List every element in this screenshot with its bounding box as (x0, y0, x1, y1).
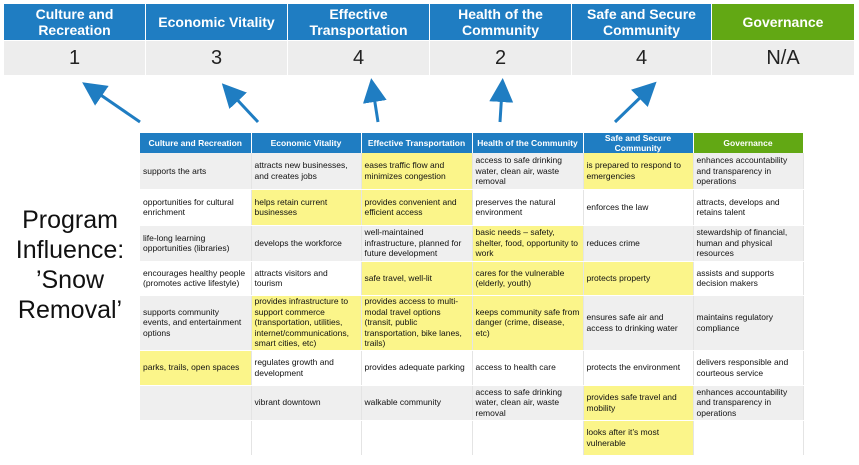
score-header: Health of the Community (430, 4, 572, 40)
table-cell: is prepared to respond to emergencies (583, 153, 694, 190)
table-cell: reduces crime (583, 225, 694, 262)
table-cell: eases traffic flow and minimizes congest… (361, 153, 473, 190)
table-cell (251, 420, 362, 456)
score-summary: Culture and Recreation Economic Vitality E… (4, 4, 855, 75)
score-value: 4 (572, 40, 712, 75)
table-cell: regulates growth and development (251, 350, 362, 386)
table-cell: access to health care (472, 350, 584, 386)
score-header: Culture and Recreation (4, 4, 146, 40)
table-cell: basic needs – safety, shelter, food, opp… (472, 225, 584, 262)
score-header: Governance (712, 4, 855, 40)
table-cell: provides access to multi-modal travel op… (361, 295, 473, 351)
table-cell: develops the workforce (251, 225, 362, 262)
program-influence-label: Program Influence: ’Snow Removal’ (15, 206, 125, 324)
table-cell: encourages healthy people (promotes acti… (140, 261, 252, 296)
table-cell: vibrant downtown (251, 385, 362, 421)
table-header: Safe and Secure Community (583, 133, 694, 153)
table-header: Economic Vitality (251, 133, 362, 153)
table-cell (361, 420, 473, 456)
table-header: Culture and Recreation (140, 133, 252, 153)
table-cell: stewardship of financial, human and phys… (693, 225, 804, 262)
table-cell (472, 420, 584, 456)
table-cell: delivers responsible and courteous servi… (693, 350, 804, 386)
table-cell: opportunities for cultural enrichment (140, 189, 252, 226)
table-cell: well-maintained infrastructure, planned … (361, 225, 473, 262)
table-cell: maintains regulatory compliance (693, 295, 804, 351)
table-cell (693, 420, 804, 456)
score-value: 4 (288, 40, 430, 75)
table-row: encourages healthy people (promotes acti… (140, 261, 804, 296)
table-row: parks, trails, open spaces regulates grow… (140, 350, 804, 386)
table-header: Governance (693, 133, 804, 153)
table-cell: attracts, develops and retains talent (693, 189, 804, 226)
table-cell: ensures safe air and access to drinking … (583, 295, 694, 351)
arrow-icon (489, 78, 514, 123)
table-cell (140, 385, 252, 421)
table-cell: safe travel, well-lit (361, 261, 473, 296)
table-cell: attracts new businesses, and creates job… (251, 153, 362, 190)
criteria-table: Culture and Recreation Economic Vitality E… (140, 133, 804, 456)
table-cell: keeps community safe from danger (crime,… (472, 295, 584, 351)
score-value: 3 (146, 40, 288, 75)
table-cell: enhances accountability and transparency… (693, 385, 804, 421)
score-header: Safe and Secure Community (572, 4, 712, 40)
score-value: 2 (430, 40, 572, 75)
table-cell: helps retain current businesses (251, 189, 362, 226)
score-value: 1 (4, 40, 146, 75)
table-header: Health of the Community (472, 133, 584, 153)
table-cell: provides adequate parking (361, 350, 473, 386)
arrow-icon (362, 78, 387, 123)
score-value: N/A (712, 40, 855, 75)
table-cell: assists and supports decision makers (693, 261, 804, 296)
table-header: Effective Transportation (361, 133, 473, 153)
arrow-icon (613, 81, 657, 124)
table-cell (140, 420, 252, 456)
table-cell: enforces the law (583, 189, 694, 226)
table-cell: protects the environment (583, 350, 694, 386)
table-cell: walkable community (361, 385, 473, 421)
table-cell: attracts visitors and tourism (251, 261, 362, 296)
table-cell: provides convenient and efficient access (361, 189, 473, 226)
table-row: life-long learning opportunities (librar… (140, 225, 804, 262)
table-row: opportunities for cultural enrichment hel… (140, 189, 804, 226)
table-cell: supports community events, and entertain… (140, 295, 252, 351)
table-cell: access to safe drinking water, clean air… (472, 153, 584, 190)
table-cell: supports the arts (140, 153, 252, 190)
table-cell: access to safe drinking water, clean air… (472, 385, 584, 421)
table-cell: preserves the natural environment (472, 189, 584, 226)
table-cell: provides safe travel and mobility (583, 385, 694, 421)
table-cell: life-long learning opportunities (librar… (140, 225, 252, 262)
table-cell: cares for the vulnerable (elderly, youth… (472, 261, 584, 296)
table-cell: looks after it’s most vulnerable (583, 420, 694, 456)
table-row: looks after it’s most vulnerable (140, 420, 804, 456)
score-header: Economic Vitality (146, 4, 288, 40)
arrow-icon (221, 83, 260, 124)
table-row: vibrant downtown walkable community access… (140, 385, 804, 421)
table-cell: protects property (583, 261, 694, 296)
table-row: supports the arts attracts new businesses… (140, 153, 804, 190)
score-header: Effective Transportation (288, 4, 430, 40)
table-cell: parks, trails, open spaces (140, 350, 252, 386)
arrow-icon (82, 82, 141, 124)
table-row: supports community events, and entertain… (140, 295, 804, 351)
table-cell: enhances accountability and transparency… (693, 153, 804, 190)
table-cell: provides infrastructure to support comme… (251, 295, 362, 351)
